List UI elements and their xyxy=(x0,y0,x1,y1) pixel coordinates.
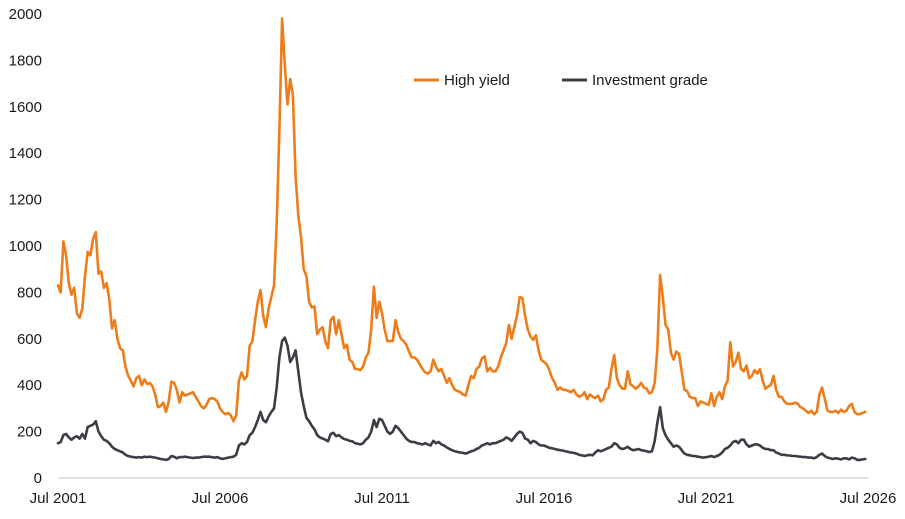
x-tick-label: Jul 2011 xyxy=(354,490,410,507)
legend-label: High yield xyxy=(444,72,510,89)
y-tick-label: 1600 xyxy=(9,99,42,116)
legend-label: Investment grade xyxy=(592,72,708,89)
y-tick-label: 0 xyxy=(34,470,42,487)
y-tick-label: 800 xyxy=(17,284,42,301)
y-tick-label: 1800 xyxy=(9,52,42,69)
y-tick-label: 200 xyxy=(17,424,42,441)
series-line-high-yield xyxy=(56,17,867,423)
y-tick-label: 400 xyxy=(17,377,42,394)
y-tick-label: 600 xyxy=(17,331,42,348)
y-tick-label: 1200 xyxy=(9,192,42,209)
legend: High yield Investment grade xyxy=(414,72,708,89)
y-tick-label: 2000 xyxy=(9,6,42,23)
x-tick-label: Jul 2016 xyxy=(516,490,573,507)
y-tick-label: 1000 xyxy=(9,238,42,255)
series-line-investment-grade xyxy=(56,336,867,462)
y-axis: 0 200 400 600 800 1000 1200 1400 1600 1800 2000 xyxy=(9,6,42,487)
x-tick-label: Jul 2026 xyxy=(840,490,897,507)
x-axis: Jul 2001 Jul 2006 Jul 2011 Jul 2016 Jul 2021… xyxy=(30,477,897,507)
x-tick-label: Jul 2021 xyxy=(678,490,735,507)
series-layer xyxy=(56,17,867,462)
x-tick-label: Jul 2001 xyxy=(30,490,87,507)
x-tick-label: Jul 2006 xyxy=(192,490,249,507)
y-tick-label: 1400 xyxy=(9,145,42,162)
